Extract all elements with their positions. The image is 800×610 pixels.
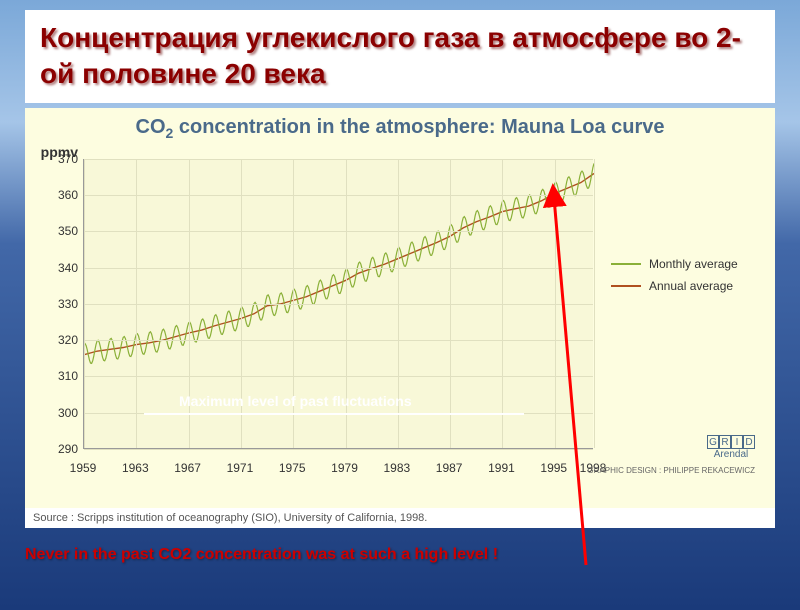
gridline-v xyxy=(502,159,503,448)
xtick-label: 1959 xyxy=(70,461,97,475)
ytick-label: 370 xyxy=(58,152,78,166)
source-text: Source : Scripps institution of oceanogr… xyxy=(25,508,775,528)
footer-note: Never in the past CO2 concentration was … xyxy=(25,546,775,564)
xtick-label: 1963 xyxy=(122,461,149,475)
graphic-credits: GRAPHIC DESIGN : PHILIPPE REKACEWICZ xyxy=(587,466,755,475)
gridline-h xyxy=(84,340,593,341)
chart-title: CO2 concentration in the atmosphere: Mau… xyxy=(33,116,767,141)
legend-item-annual: Annual average xyxy=(611,279,763,293)
gridline-h xyxy=(84,231,593,232)
grid-boxes: GRID xyxy=(707,435,755,449)
legend-swatch-annual xyxy=(611,285,641,287)
xtick-label: 1987 xyxy=(436,461,463,475)
xtick-label: 1967 xyxy=(174,461,201,475)
chart-container: CO2 concentration in the atmosphere: Mau… xyxy=(25,108,775,508)
y-axis: ppmv 290300310320330340350360370 xyxy=(33,149,83,459)
legend-swatch-monthly xyxy=(611,263,641,265)
gridline-h xyxy=(84,268,593,269)
gridline-h xyxy=(84,195,593,196)
ytick-label: 360 xyxy=(58,188,78,202)
gridline-v xyxy=(450,159,451,448)
ytick-label: 350 xyxy=(58,224,78,238)
gridline-h xyxy=(84,159,593,160)
legend-label-monthly: Monthly average xyxy=(649,257,738,271)
xtick-label: 1971 xyxy=(227,461,254,475)
gridline-h xyxy=(84,304,593,305)
legend: Monthly average Annual average xyxy=(593,149,763,459)
gridline-v xyxy=(594,159,595,448)
xtick-label: 1991 xyxy=(488,461,515,475)
legend-label-annual: Annual average xyxy=(649,279,733,293)
gridline-v xyxy=(84,159,85,448)
title-box: Концентрация углекислого газа в атмосфер… xyxy=(25,10,775,103)
x-axis: 1959196319671971197519791983198719911995… xyxy=(83,459,593,479)
xtick-label: 1975 xyxy=(279,461,306,475)
slide-title: Концентрация углекислого газа в атмосфер… xyxy=(40,20,760,93)
max-past-label: Maximum level of past fluctuations xyxy=(179,393,412,409)
gridline-h xyxy=(84,449,593,450)
gridline-v xyxy=(136,159,137,448)
ytick-label: 300 xyxy=(58,406,78,420)
arendal-label: Arendal xyxy=(707,449,755,460)
ytick-label: 340 xyxy=(58,261,78,275)
ytick-label: 330 xyxy=(58,297,78,311)
ytick-label: 320 xyxy=(58,333,78,347)
gridline-v xyxy=(555,159,556,448)
xtick-label: 1995 xyxy=(540,461,567,475)
xtick-label: 1983 xyxy=(383,461,410,475)
xtick-label: 1979 xyxy=(331,461,358,475)
ytick-label: 290 xyxy=(58,442,78,456)
plot-wrap: ppmv 290300310320330340350360370 Maximum… xyxy=(33,149,767,459)
max-past-line xyxy=(144,413,524,415)
gridline-h xyxy=(84,376,593,377)
grid-arendal-logo: GRID Arendal xyxy=(707,435,755,460)
ytick-label: 310 xyxy=(58,369,78,383)
plot-area: Maximum level of past fluctuations xyxy=(83,159,593,449)
legend-item-monthly: Monthly average xyxy=(611,257,763,271)
